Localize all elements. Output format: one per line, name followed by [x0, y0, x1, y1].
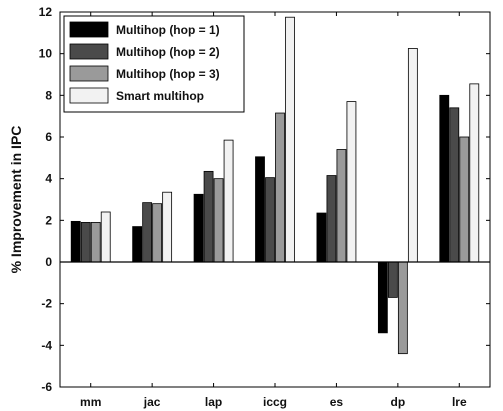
- y-axis-label: % Improvement in IPC: [8, 126, 24, 274]
- y-tick-label: -6: [41, 380, 52, 394]
- bar-lap-series-1: [193, 193, 204, 263]
- legend-swatch-4: [69, 87, 109, 104]
- bar-lre-series-3: [459, 136, 470, 263]
- bar-lap-series-2: [203, 170, 214, 263]
- y-tick-label: 4: [45, 172, 52, 186]
- legend-label-1: Multihop (hop = 1): [116, 23, 220, 37]
- bar-es-series-2: [326, 175, 337, 263]
- bar-lre-series-2: [449, 107, 460, 263]
- x-tick-label-iccg: iccg: [263, 395, 287, 409]
- legend-swatch-1: [69, 21, 109, 38]
- bar-dp-series-1: [377, 261, 388, 334]
- bar-iccg-series-3: [275, 112, 285, 263]
- y-tick-label: 0: [45, 255, 52, 269]
- y-tick-label: 6: [45, 130, 52, 144]
- x-axis: mm jac lap iccg es dp lre: [80, 12, 467, 409]
- bar-dp-series-2: [387, 261, 398, 298]
- x-tick-label-mm: mm: [80, 395, 101, 409]
- bar-mm-series-1: [70, 220, 81, 263]
- bar-iccg-series-1: [255, 156, 265, 263]
- legend-label-3: Multihop (hop = 3): [116, 67, 220, 81]
- bar-es-series-1: [316, 212, 327, 263]
- bar-jac-series-3: [152, 203, 163, 263]
- y-tick-label: 10: [39, 47, 53, 61]
- legend-swatch-2: [69, 43, 109, 60]
- x-tick-label-es: es: [330, 395, 344, 409]
- legend-label-2: Multihop (hop = 2): [116, 45, 220, 59]
- bar-mm-series-2: [80, 222, 91, 263]
- x-tick-label-lap: lap: [205, 395, 222, 409]
- y-tick-label: -4: [41, 338, 52, 352]
- bar-jac-series-4: [162, 191, 173, 263]
- legend-swatch-3: [69, 65, 109, 82]
- x-tick-label-jac: jac: [143, 395, 161, 409]
- y-tick-label: 12: [39, 5, 53, 19]
- bar-jac-series-2: [142, 202, 153, 263]
- y-tick-label: -2: [41, 297, 52, 311]
- y-axis: -6 -4 -2 0 2 4 6 8 10 12: [39, 5, 490, 394]
- bar-lre-series-4: [469, 83, 480, 263]
- bar-lre-series-1: [439, 94, 450, 263]
- bar-dp-series-4: [407, 48, 418, 263]
- bar-mm-series-3: [90, 222, 101, 263]
- bar-iccg-series-4: [285, 16, 295, 263]
- bar-es-series-3: [336, 149, 347, 263]
- bar-dp-series-3: [397, 261, 408, 355]
- bar-mm-series-4: [100, 211, 111, 263]
- legend: Multihop (hop = 1) Multihop (hop = 2) Mult…: [63, 15, 245, 113]
- bars-group: [70, 16, 480, 355]
- x-tick-label-lre: lre: [452, 395, 467, 409]
- x-tick-label-dp: dp: [391, 395, 406, 409]
- bar-es-series-4: [346, 101, 357, 263]
- legend-label-4: Smart multihop: [116, 89, 204, 103]
- y-tick-label: 8: [45, 88, 52, 102]
- bar-jac-series-1: [132, 226, 143, 263]
- bar-lap-series-4: [223, 139, 234, 263]
- bar-iccg-series-2: [265, 177, 275, 263]
- bar-lap-series-3: [213, 178, 224, 263]
- y-tick-label: 2: [45, 213, 52, 227]
